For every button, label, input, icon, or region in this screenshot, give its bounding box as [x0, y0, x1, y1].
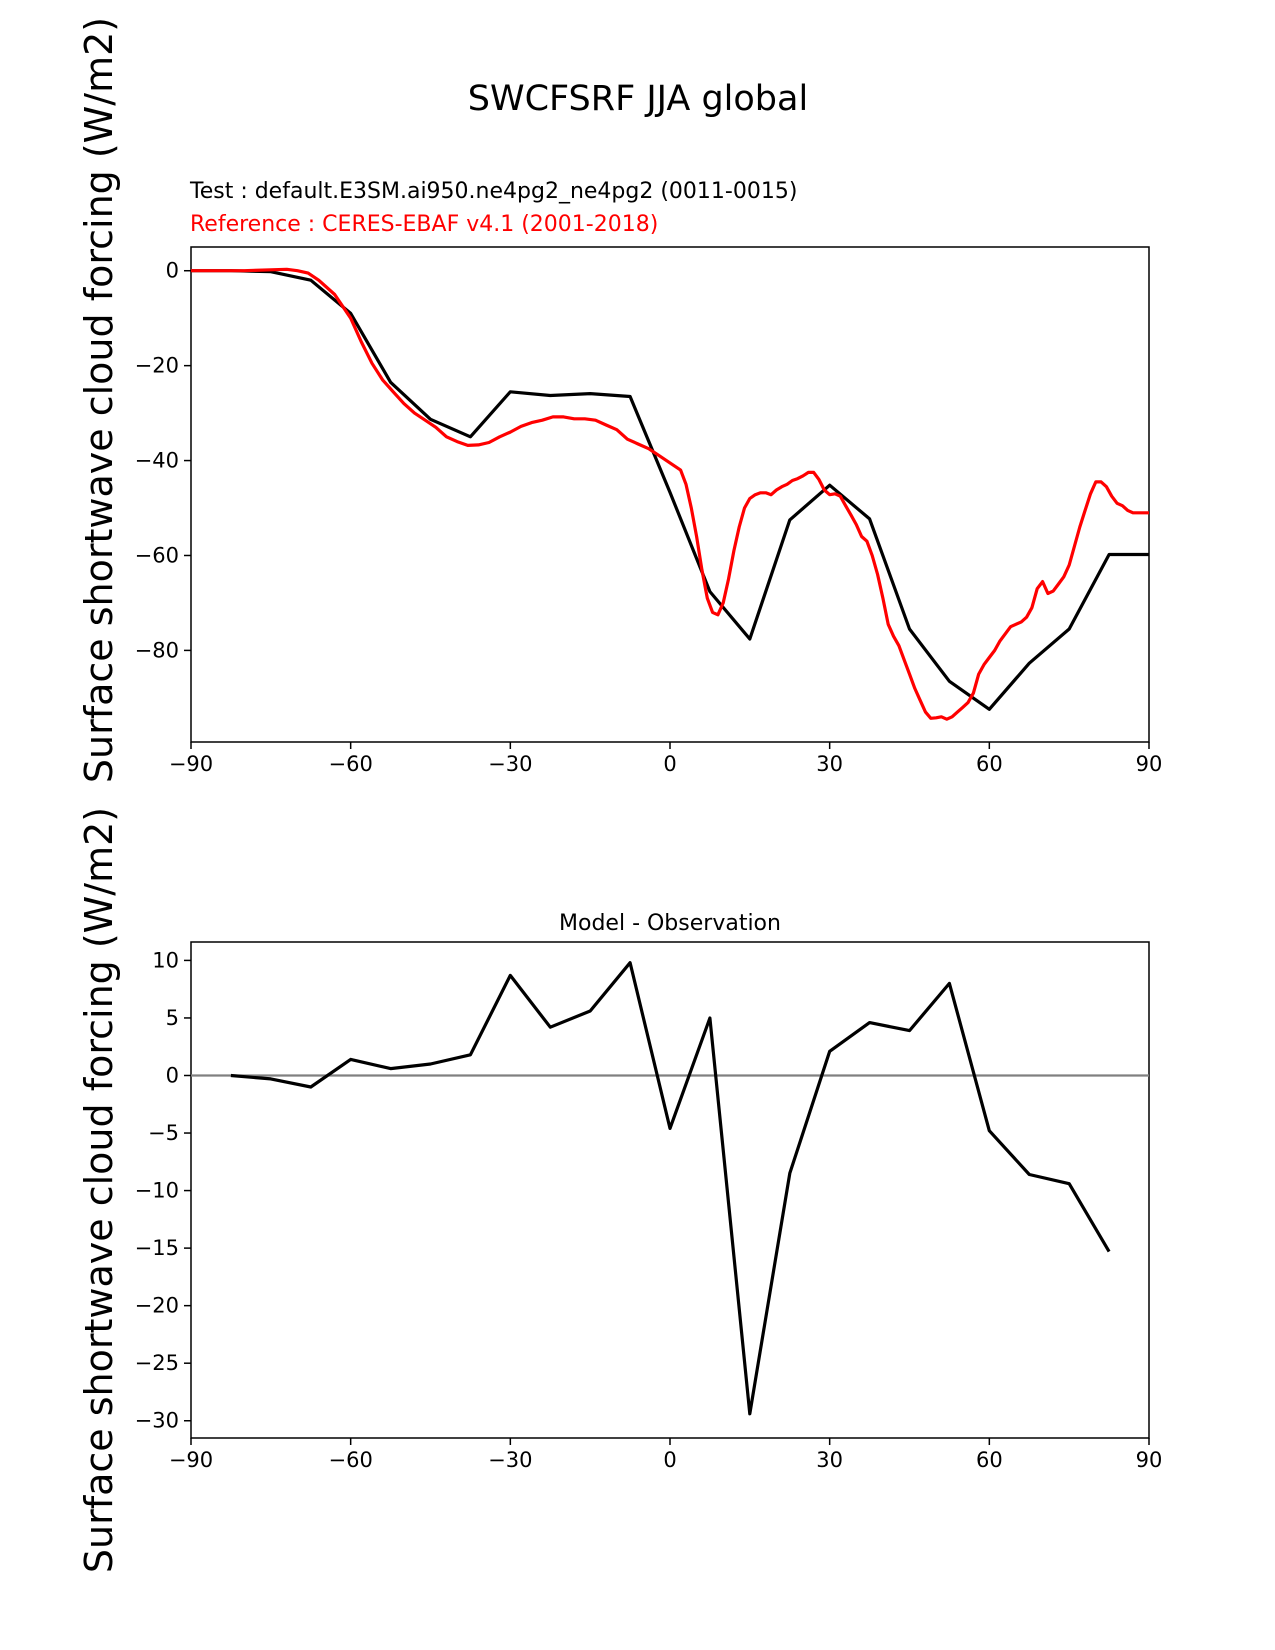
bottom-panel: Model - Observation −90 −60 −30 0 30 60 90 10 5 0 −…	[77, 807, 1162, 1573]
bottom-ytick-label: −25	[135, 1351, 179, 1375]
top-xtick-label: −30	[488, 752, 532, 776]
bottom-xtick-label: 90	[1136, 1448, 1163, 1472]
top-series-reference	[191, 267, 1149, 721]
top-xtick-label: −90	[169, 752, 213, 776]
bottom-ytick-label: −5	[148, 1121, 179, 1145]
bottom-ytick-label: −15	[135, 1236, 179, 1260]
bottom-xtick-label: −30	[488, 1448, 532, 1472]
top-xtick-label: 30	[816, 752, 843, 776]
bottom-ytick-label: 0	[166, 1063, 179, 1087]
top-ytick-label: −60	[135, 543, 179, 567]
top-ytick-label: −80	[135, 638, 179, 662]
bottom-series-model-observation	[230, 961, 1111, 1416]
top-ytick-label: 0	[166, 259, 179, 283]
bottom-ytick-label: −10	[135, 1179, 179, 1203]
bottom-xtick-label: 0	[663, 1448, 676, 1472]
top-ytick-label: −20	[135, 354, 179, 378]
top-xtick-label: 90	[1136, 752, 1163, 776]
bottom-ytick-label: −20	[135, 1294, 179, 1318]
top-series-test	[191, 269, 1149, 711]
bottom-plot-frame	[190, 941, 1150, 1439]
bottom-xtick-label: 30	[816, 1448, 843, 1472]
top-ytick-label: −40	[135, 449, 179, 473]
figure-title: SWCFSRF JJA global	[468, 79, 808, 119]
top-xtick-label: 60	[976, 752, 1003, 776]
bottom-xtick-label: 60	[976, 1448, 1003, 1472]
bottom-xtick-label: −90	[169, 1448, 213, 1472]
bottom-panel-title: Model - Observation	[559, 911, 781, 936]
test-label: Test : default.E3SM.ai950.ne4pg2_ne4pg2 …	[189, 179, 797, 204]
reference-label: Reference : CERES-EBAF v4.1 (2001-2018)	[190, 212, 658, 237]
bottom-xtick-label: −60	[329, 1448, 373, 1472]
top-panel: −90 −60 −30 0 30 60 90 0 −20 −40 −60 −80 Surface sho…	[77, 17, 1162, 783]
bottom-ytick-label: 5	[166, 1006, 179, 1030]
top-xtick-label: −60	[329, 752, 373, 776]
bottom-ytick-label: −30	[135, 1409, 179, 1433]
top-xtick-label: 0	[663, 752, 676, 776]
bottom-ylabel: Surface shortwave cloud forcing (W/m2)	[77, 807, 121, 1573]
top-ylabel: Surface shortwave cloud forcing (W/m2)	[77, 17, 121, 783]
bottom-ytick-label: 10	[152, 948, 179, 972]
